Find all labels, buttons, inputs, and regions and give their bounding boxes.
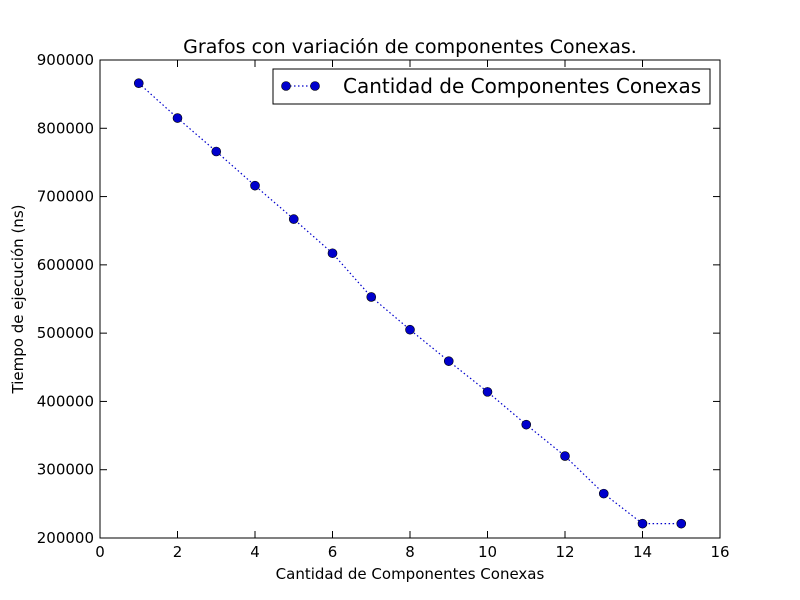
legend-marker [281, 81, 291, 91]
legend-marker [310, 81, 320, 91]
y-tick-label: 400000 [37, 392, 94, 410]
y-tick-label: 600000 [37, 256, 94, 274]
legend-label: Cantidad de Componentes Conexas [343, 74, 701, 98]
data-point [676, 518, 687, 529]
y-tick-label: 900000 [37, 51, 94, 69]
data-point [366, 292, 377, 302]
data-point [521, 419, 532, 430]
data-point [250, 180, 260, 191]
data-point [288, 214, 299, 224]
y-tick-label: 200000 [37, 529, 94, 547]
series-layer [133, 78, 687, 529]
data-point [443, 356, 454, 366]
data-point [637, 518, 648, 529]
x-axis-title: Cantidad de Componentes Conexas [276, 565, 545, 583]
plot-area [99, 59, 721, 539]
x-tick-label: 10 [478, 543, 497, 561]
x-tick-label: 0 [95, 543, 105, 561]
data-point [327, 248, 338, 259]
y-tick-label: 500000 [37, 324, 94, 342]
data-point [560, 451, 570, 461]
data-point [172, 113, 183, 123]
x-tick-label: 6 [328, 543, 338, 561]
y-tick-label: 700000 [37, 188, 94, 206]
x-tick-label: 2 [173, 543, 183, 561]
plot-frame [99, 59, 721, 539]
data-point [405, 324, 415, 335]
x-tick-label: 8 [405, 543, 415, 561]
data-point [133, 78, 144, 89]
legend-box [272, 68, 711, 105]
data-point [211, 146, 222, 157]
x-axis: 0 2 4 6 8 10 12 14 16 [95, 60, 730, 561]
data-point [482, 387, 493, 397]
x-tick-label: 16 [710, 543, 729, 561]
y-axis-title: Tiempo de ejecución (ns) [9, 205, 27, 395]
chart-title: Grafos con variación de componentes Cone… [183, 36, 637, 58]
x-tick-label: 12 [555, 543, 574, 561]
y-tick-label: 800000 [37, 119, 94, 137]
series-line [138, 82, 682, 525]
legend: Cantidad de Componentes Conexas [272, 68, 711, 105]
y-tick-label: 300000 [37, 461, 94, 479]
data-point [598, 488, 609, 499]
x-tick-label: 4 [250, 543, 260, 561]
x-tick-label: 14 [633, 543, 652, 561]
y-axis: 200000 300000 400000 500000 600000 700000 8000… [37, 51, 720, 547]
